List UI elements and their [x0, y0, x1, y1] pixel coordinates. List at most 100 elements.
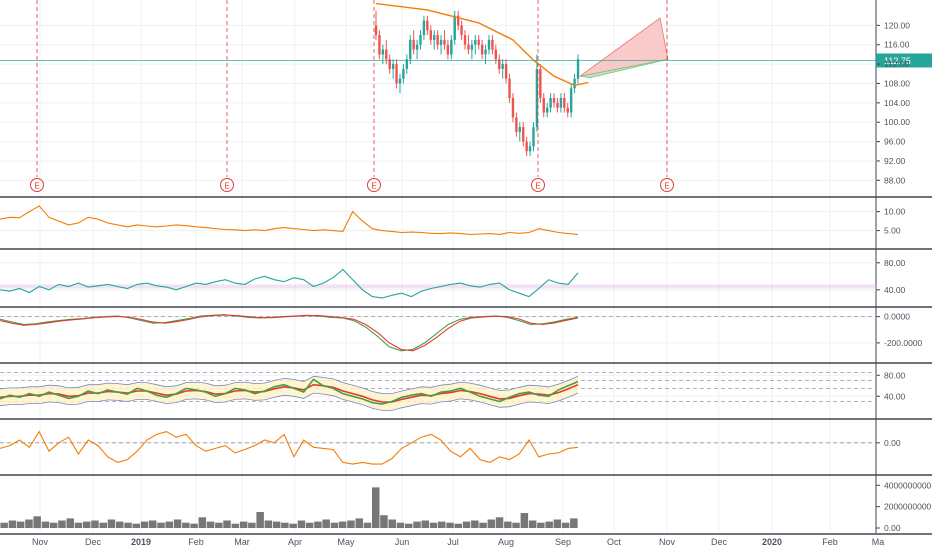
- x-tick-label: Oct: [607, 537, 622, 547]
- volume-bar: [198, 517, 207, 528]
- y-tick-label: 40.00: [884, 391, 906, 401]
- volume-bar: [570, 518, 578, 528]
- candle-body: [518, 127, 521, 132]
- candle-body: [515, 117, 518, 132]
- volume-bar: [182, 522, 190, 528]
- y-tick-label: 2000000000.00: [884, 502, 932, 512]
- volume-bar: [528, 520, 537, 528]
- volume-bar: [74, 522, 83, 528]
- candle-body: [395, 64, 398, 84]
- candle-body: [501, 64, 504, 69]
- candle-body: [559, 98, 563, 108]
- volume-bar: [272, 521, 281, 528]
- candle-body: [470, 44, 474, 50]
- volume-bar: [355, 518, 363, 528]
- y-tick-label: 10.00: [884, 207, 906, 217]
- indicator-4-band-lower: [0, 392, 579, 411]
- x-tick-label: Ma: [872, 537, 885, 547]
- indicator-2-band: [0, 284, 876, 289]
- y-tick-label: 40.00: [884, 285, 906, 295]
- candle-body: [412, 39, 415, 50]
- volume-bar: [479, 522, 487, 528]
- candle-body: [453, 15, 456, 40]
- volume-bar: [132, 523, 140, 528]
- x-tick-label: Nov: [659, 537, 676, 547]
- x-tick-label: Feb: [822, 537, 838, 547]
- y-tick-label: 116.00: [884, 40, 910, 50]
- candle-body: [402, 68, 405, 79]
- volume-bar: [264, 520, 273, 528]
- volume-bar: [289, 523, 297, 528]
- x-tick-label: 2020: [762, 537, 782, 547]
- x-tick-label: Sep: [555, 537, 571, 547]
- volume-bar: [58, 520, 66, 528]
- earnings-marker-label: E: [664, 182, 669, 191]
- y-tick-label: 5.00: [884, 226, 901, 236]
- y-tick-label: 88.00: [884, 175, 906, 185]
- volume-bar: [363, 522, 372, 528]
- volume-bar: [380, 515, 388, 528]
- volume-bar: [446, 522, 454, 528]
- candle-body: [443, 39, 446, 45]
- candle-body: [381, 49, 385, 55]
- earnings-marker-label: E: [224, 182, 229, 191]
- volume-bar: [438, 521, 446, 528]
- volume-bar: [8, 520, 17, 528]
- volume-bar: [520, 513, 529, 528]
- volume-bar: [66, 518, 74, 528]
- x-tick-label: Mar: [234, 537, 250, 547]
- volume-bar: [454, 523, 462, 528]
- volume-bar: [338, 521, 347, 528]
- y-tick-label: -200.0000: [884, 338, 923, 348]
- volume-bar: [305, 522, 314, 528]
- y-tick-label: 80.00: [884, 258, 906, 268]
- y-tick-label: 96.00: [884, 137, 906, 147]
- candle-body: [556, 102, 559, 108]
- candle-body: [436, 35, 439, 45]
- earnings-marker-label: E: [371, 182, 376, 191]
- x-tick-label: Jun: [395, 537, 410, 547]
- forecast-cone-lower: [579, 58, 669, 79]
- candle-body: [522, 127, 525, 142]
- volume-bar: [504, 521, 512, 528]
- volume-bar: [165, 521, 173, 528]
- y-tick-label: 112.00: [884, 59, 910, 69]
- earnings-marker: [660, 178, 674, 192]
- candle-body: [487, 39, 491, 50]
- candle-body: [385, 49, 388, 60]
- candle-body: [511, 98, 515, 118]
- candle-body: [474, 39, 477, 45]
- candle-body: [433, 35, 436, 40]
- volume-bar: [140, 521, 149, 528]
- volume-bar: [91, 520, 99, 528]
- candle-body: [569, 88, 573, 113]
- x-tick-label: Dec: [85, 537, 102, 547]
- volume-bar: [231, 523, 240, 528]
- volume-bar: [396, 522, 405, 528]
- volume-bar: [107, 519, 116, 528]
- earnings-marker: [220, 178, 234, 192]
- candle-body: [439, 39, 443, 45]
- volume-bar: [462, 521, 471, 528]
- candle-body: [378, 35, 381, 55]
- candle-body: [528, 146, 532, 152]
- earnings-marker: [30, 178, 44, 192]
- axis-layer: Nov Dec 2019 Feb Mar Apr May Jun Jul Aug Sep Oct Nov…: [32, 20, 932, 547]
- volume-bar: [388, 519, 396, 528]
- candle-body: [467, 44, 470, 50]
- volume-bar: [561, 522, 570, 528]
- volume-bar: [83, 521, 91, 528]
- volume-bar: [157, 522, 165, 528]
- moving-average-line: [375, 2, 589, 87]
- indicator-3-line-b: [0, 314, 579, 352]
- candle-body: [463, 35, 467, 45]
- candle-body: [552, 98, 556, 103]
- volume-bar: [405, 523, 413, 528]
- volume-bar: [99, 522, 107, 528]
- earnings-marker-label: E: [34, 182, 39, 191]
- candle-body: [549, 98, 552, 108]
- x-tick-label: Feb: [188, 537, 204, 547]
- volume-bar: [297, 520, 306, 528]
- y-tick-label: 0.0000: [884, 312, 910, 322]
- marks-layer: 112.75 E E E E E: [0, 0, 932, 529]
